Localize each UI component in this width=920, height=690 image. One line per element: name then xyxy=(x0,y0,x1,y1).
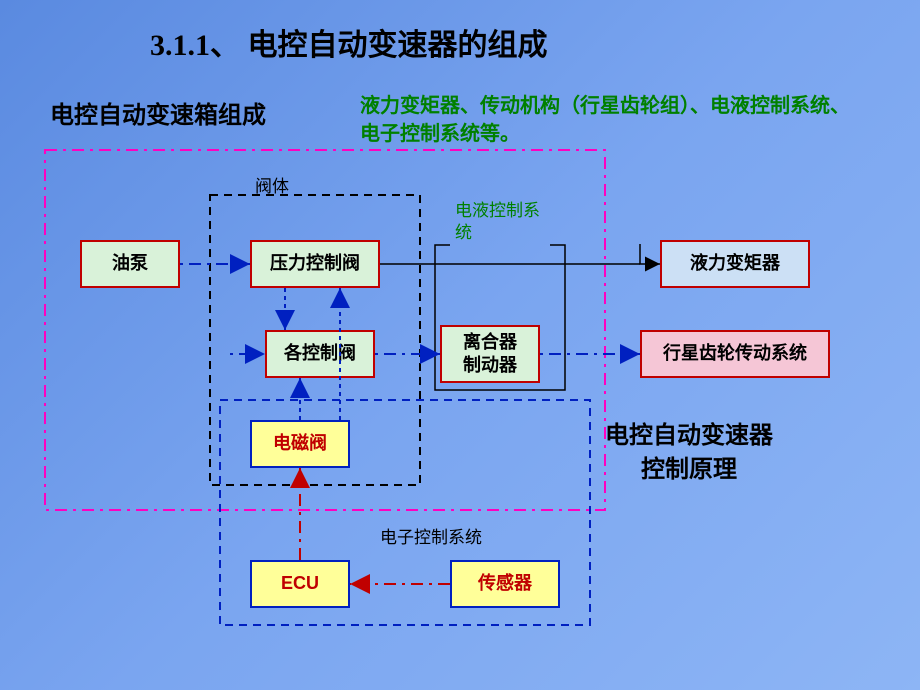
subtitle: 电控自动变速箱组成 xyxy=(50,95,266,130)
green-description: 液力变矩器、传动机构（行星齿轮组）、电液控制系统、电子控制系统等。 xyxy=(360,92,860,148)
node-planet: 行星齿轮传动系统 xyxy=(640,330,830,378)
node-clutch: 离合器制动器 xyxy=(440,325,540,383)
node-ecu: ECU xyxy=(250,560,350,608)
node-pcv: 压力控制阀 xyxy=(250,240,380,288)
elec-label: 电子控制系统 xyxy=(380,523,482,548)
valve-body-label: 阀体 xyxy=(255,172,289,197)
node-valves: 各控制阀 xyxy=(265,330,375,378)
node-pump: 油泵 xyxy=(80,240,180,288)
node-solenoid: 电磁阀 xyxy=(250,420,350,468)
ehyd-label: 电液控制系统 xyxy=(455,200,540,244)
node-sensor: 传感器 xyxy=(450,560,560,608)
page-title: 3.1.1、 电控自动变速器的组成 xyxy=(150,20,548,64)
node-torque: 液力变矩器 xyxy=(660,240,810,288)
principle-label: 电控自动变速器控制原理 xyxy=(605,420,773,487)
